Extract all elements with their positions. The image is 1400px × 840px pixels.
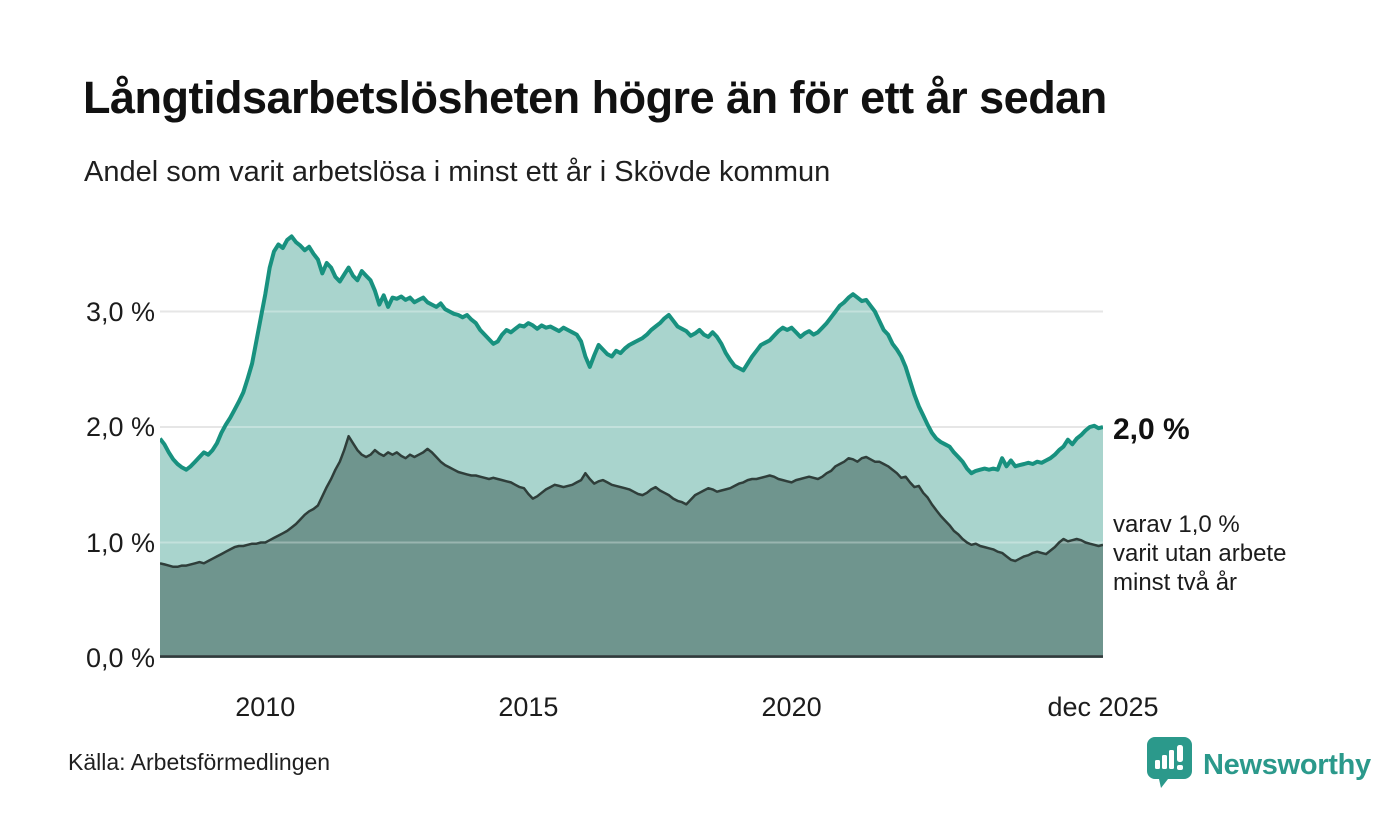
end-value-label: 2,0 % <box>1113 413 1190 446</box>
area-chart <box>160 234 1103 658</box>
end-sub-label: varav 1,0 % varit utan arbete minst två … <box>1113 510 1286 597</box>
page-title: Långtidsarbetslösheten högre än för ett … <box>83 72 1107 123</box>
brand-logo: Newsworthy <box>1146 736 1371 794</box>
y-tick-label: 2,0 % <box>85 412 155 442</box>
source-caption: Källa: Arbetsförmedlingen <box>68 749 331 775</box>
y-tick-label: 3,0 % <box>85 296 155 327</box>
x-tick-label: dec 2025 <box>1047 692 1159 722</box>
y-tick-label: 1,0 % <box>85 527 155 558</box>
newsworthy-logo-icon <box>1146 736 1193 794</box>
x-tick-label: 2015 <box>498 692 559 722</box>
x-tick-label: 2010 <box>235 692 296 722</box>
brand-name: Newsworthy <box>1203 748 1371 781</box>
end-sub-label-line2: varit utan arbete <box>1113 540 1287 567</box>
page-subtitle: Andel som varit arbetslösa i minst ett å… <box>84 156 831 188</box>
end-sub-label-line1: varav 1,0 % <box>1113 511 1240 538</box>
x-tick-label: 2020 <box>761 692 822 722</box>
end-sub-label-line3: minst två år <box>1113 569 1238 596</box>
y-tick-label: 0,0 % <box>85 643 155 673</box>
